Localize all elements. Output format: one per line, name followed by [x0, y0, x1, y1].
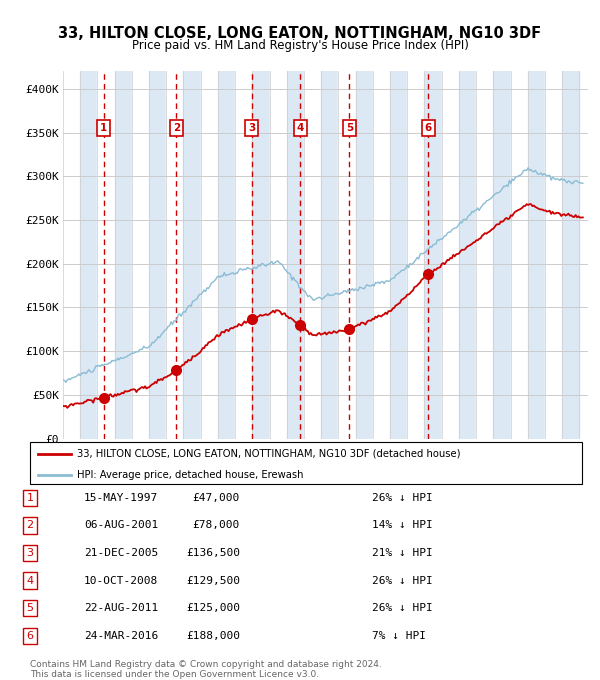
- Text: 10-OCT-2008: 10-OCT-2008: [84, 575, 158, 585]
- Text: £78,000: £78,000: [193, 520, 240, 530]
- Bar: [511, 71, 528, 439]
- Text: 26% ↓ HPI: 26% ↓ HPI: [372, 493, 433, 503]
- Text: £188,000: £188,000: [186, 630, 240, 641]
- Text: £47,000: £47,000: [193, 493, 240, 503]
- Text: 5: 5: [346, 123, 353, 133]
- Bar: [321, 71, 338, 439]
- Text: 3: 3: [26, 548, 34, 558]
- Text: 26% ↓ HPI: 26% ↓ HPI: [372, 603, 433, 613]
- Text: 4: 4: [296, 123, 304, 133]
- Text: 4: 4: [26, 575, 34, 585]
- Text: £136,500: £136,500: [186, 548, 240, 558]
- Text: 21% ↓ HPI: 21% ↓ HPI: [372, 548, 433, 558]
- Bar: [132, 71, 149, 439]
- Text: 33, HILTON CLOSE, LONG EATON, NOTTINGHAM, NG10 3DF: 33, HILTON CLOSE, LONG EATON, NOTTINGHAM…: [58, 26, 542, 41]
- Bar: [149, 71, 166, 439]
- Text: HPI: Average price, detached house, Erewash: HPI: Average price, detached house, Erew…: [77, 470, 304, 480]
- Text: 14% ↓ HPI: 14% ↓ HPI: [372, 520, 433, 530]
- Bar: [407, 71, 424, 439]
- Text: Price paid vs. HM Land Registry's House Price Index (HPI): Price paid vs. HM Land Registry's House …: [131, 39, 469, 52]
- Bar: [304, 71, 321, 439]
- Bar: [493, 71, 511, 439]
- Bar: [545, 71, 562, 439]
- Bar: [356, 71, 373, 439]
- Text: 6: 6: [425, 123, 432, 133]
- Bar: [287, 71, 304, 439]
- Bar: [80, 71, 97, 439]
- Text: 1: 1: [100, 123, 107, 133]
- Text: 7% ↓ HPI: 7% ↓ HPI: [372, 630, 426, 641]
- Bar: [269, 71, 287, 439]
- Text: 24-MAR-2016: 24-MAR-2016: [84, 630, 158, 641]
- Text: 33, HILTON CLOSE, LONG EATON, NOTTINGHAM, NG10 3DF (detached house): 33, HILTON CLOSE, LONG EATON, NOTTINGHAM…: [77, 449, 460, 459]
- Bar: [253, 71, 269, 439]
- Bar: [528, 71, 545, 439]
- Bar: [373, 71, 390, 439]
- Text: 2: 2: [26, 520, 34, 530]
- Text: 5: 5: [26, 603, 34, 613]
- Bar: [63, 71, 80, 439]
- Bar: [338, 71, 356, 439]
- Bar: [235, 71, 253, 439]
- Bar: [201, 71, 218, 439]
- Text: 15-MAY-1997: 15-MAY-1997: [84, 493, 158, 503]
- Bar: [562, 71, 580, 439]
- Text: 2: 2: [173, 123, 180, 133]
- Bar: [97, 71, 115, 439]
- Bar: [442, 71, 459, 439]
- Bar: [218, 71, 235, 439]
- Bar: [476, 71, 493, 439]
- Bar: [115, 71, 132, 439]
- Bar: [390, 71, 407, 439]
- Bar: [166, 71, 184, 439]
- Bar: [184, 71, 201, 439]
- Text: This data is licensed under the Open Government Licence v3.0.: This data is licensed under the Open Gov…: [30, 670, 319, 679]
- Bar: [459, 71, 476, 439]
- Text: £129,500: £129,500: [186, 575, 240, 585]
- Text: 06-AUG-2001: 06-AUG-2001: [84, 520, 158, 530]
- Text: 3: 3: [248, 123, 256, 133]
- Text: Contains HM Land Registry data © Crown copyright and database right 2024.: Contains HM Land Registry data © Crown c…: [30, 660, 382, 668]
- Text: £125,000: £125,000: [186, 603, 240, 613]
- Bar: [424, 71, 442, 439]
- Text: 22-AUG-2011: 22-AUG-2011: [84, 603, 158, 613]
- Text: 26% ↓ HPI: 26% ↓ HPI: [372, 575, 433, 585]
- Text: 21-DEC-2005: 21-DEC-2005: [84, 548, 158, 558]
- Text: 6: 6: [26, 630, 34, 641]
- Text: 1: 1: [26, 493, 34, 503]
